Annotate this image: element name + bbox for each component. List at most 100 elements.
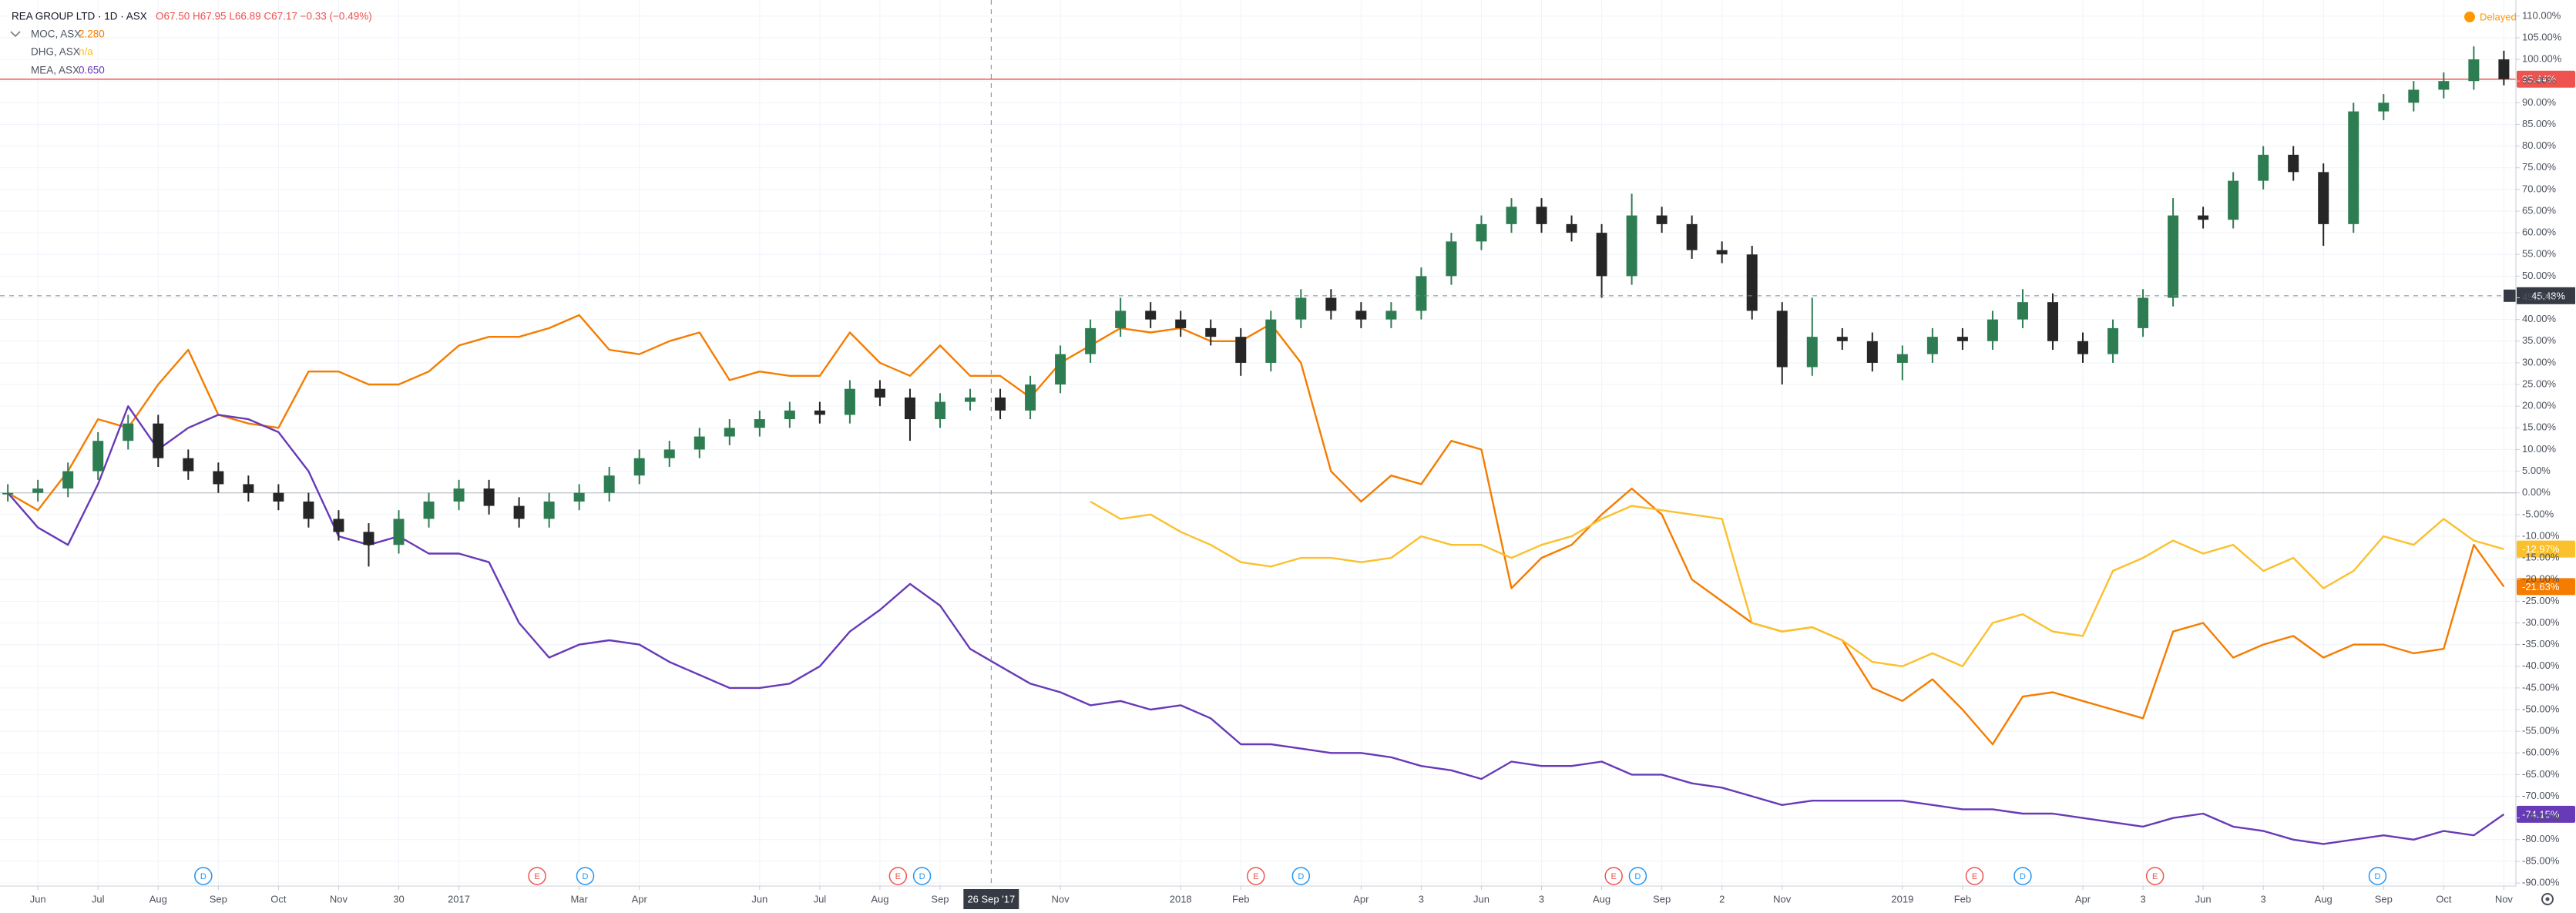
y-tick-label: 75.00% [2522,161,2557,173]
x-tick-label: 3 [2261,893,2266,905]
candle-body [844,388,855,415]
x-tick-label: Jun [2195,893,2212,905]
settings-button[interactable] [2541,893,2554,905]
event-label: D [582,872,588,881]
legend-name: MOC, ASX [31,29,81,40]
candle-body [2228,180,2239,220]
event-label: D [1634,872,1641,881]
candle-body [92,441,104,472]
y-tick-label: 40.00% [2522,313,2557,324]
y-tick-label: -20.00% [2522,573,2560,585]
y-tick-label: 35.00% [2522,334,2557,346]
candle-body [1956,337,1968,341]
candle-body [32,488,44,493]
y-tick-label: 60.00% [2522,227,2557,238]
status-icon[interactable] [2464,12,2475,22]
legend-name: MEA, ASX [31,65,79,76]
series-line [7,405,2505,845]
candle-body [2198,215,2209,220]
x-tick-label: Jul [814,893,827,905]
event-marker [1291,867,1311,885]
candle-body [1055,354,1066,385]
candle-body [904,397,915,420]
x-tick-label: Sep [931,893,949,905]
y-tick-label: -5.00% [2522,508,2554,519]
event-marker [912,867,932,885]
x-tick-label: Mar [570,893,588,905]
candle-body [573,492,585,502]
y-tick-label: -45.00% [2522,681,2560,693]
y-tick-label: 100.00% [2522,53,2562,65]
event-marker [2368,867,2387,885]
candle-body [1025,384,1036,411]
event-marker [1247,867,1265,885]
last-value-label: 95.44% [2522,73,2557,85]
series-line [7,314,2505,746]
collapse-button[interactable] [10,31,21,38]
series-line [1090,500,2504,667]
y-tick-label: 15.00% [2522,421,2557,433]
status-label[interactable]: Delayed [2480,11,2517,22]
candle-body [273,492,284,502]
candle-body [1085,327,1097,354]
x-tick-label: 2019 [1891,893,1913,905]
candle-body [633,458,645,476]
candle-body [333,519,344,532]
y-tick-label: 105.00% [2522,31,2562,42]
x-tick-label: Jun [1473,893,1490,905]
x-tick-label: Nov [2495,893,2514,905]
event-marker [2013,867,2032,885]
y-tick-label: -70.00% [2522,790,2560,801]
candle-body [1746,254,1758,311]
y-tick-label: -35.00% [2522,638,2560,650]
candle-body [2,492,14,495]
last-value-tag [2517,805,2575,823]
x-tick-label: Oct [270,893,287,905]
x-tick-label: Aug [2315,893,2333,905]
candle-body [1566,223,1577,233]
x-tick-label: Sep [210,893,227,905]
candle-body [1626,215,1637,277]
candle-body [995,397,1006,411]
last-value-tag [2517,540,2575,558]
candle-body [1686,223,1698,250]
candle-body [694,436,705,450]
x-tick-label: Nov [1773,893,1792,905]
candle-body [1506,206,1517,224]
candle-body [513,505,525,519]
candle-body [2498,59,2510,79]
y-tick-label: 70.00% [2522,183,2557,194]
event-label: E [2152,872,2158,881]
y-tick-label: -50.00% [2522,703,2560,714]
y-tick-label: -10.00% [2522,529,2560,541]
last-value-label: -12.97% [2522,543,2560,555]
event-marker [194,867,213,885]
candle-body [2168,215,2179,298]
candle-body [603,475,615,493]
legend: REA GROUP LTD · 1D · ASX O67.50 H67.95 L… [10,11,372,76]
y-tick-label: 20.00% [2522,400,2557,411]
crosshair-x-tag [963,889,1019,909]
candle-body [663,449,675,458]
event-label: D [2020,872,2026,881]
y-tick-label: -40.00% [2522,660,2560,671]
candle-body [1355,310,1367,320]
candle-body [213,471,224,485]
event-marker [576,867,595,885]
y-tick-label: 25.00% [2522,378,2557,389]
legend-value: 2.280 [79,29,105,40]
candle-body [2077,341,2089,354]
candle-body [243,484,254,493]
x-tick-label: Nov [330,893,348,905]
x-tick-label: 3 [1539,893,1544,905]
y-tick-label: -30.00% [2522,616,2560,628]
y-tick-label: -85.00% [2522,854,2560,866]
candle-body [123,423,134,441]
candle-body [483,488,495,506]
y-tick-label: 95.00% [2522,75,2557,86]
crosshair-plus [2504,289,2516,302]
candle-body [1446,241,1457,277]
candle-body [423,501,435,519]
